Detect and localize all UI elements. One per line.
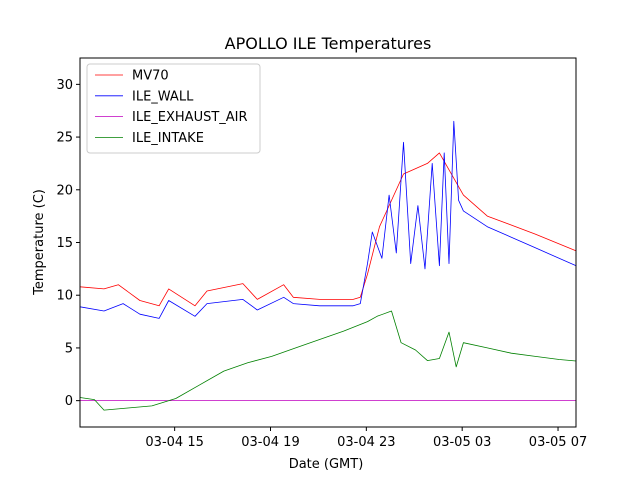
y-tick-label: 25 xyxy=(56,131,73,146)
legend-box xyxy=(86,63,261,154)
y-tick-label: 0 xyxy=(65,394,73,409)
x-tick-label: 03-04 19 xyxy=(241,435,299,450)
y-tick-label: 20 xyxy=(56,183,73,198)
legend-label: ILE_WALL xyxy=(132,89,194,104)
y-tick-label: 5 xyxy=(65,341,73,356)
series-line-3 xyxy=(80,310,576,411)
legend-label: ILE_EXHAUST_AIR xyxy=(132,110,248,125)
legend-label: ILE_INTAKE xyxy=(132,131,204,146)
x-tick-label: 03-04 23 xyxy=(337,435,395,450)
x-axis: 03-04 15 03-04 19 03-04 23 03-05 03 03-05 07 xyxy=(145,427,587,450)
legend: MV70 ILE_WALL ILE_EXHAUST_AIR ILE_INTAKE xyxy=(86,63,261,154)
x-tick-label: 03-05 03 xyxy=(433,435,491,450)
x-tick-label: 03-04 15 xyxy=(145,435,203,450)
y-axis: 0 5 10 15 20 25 30 xyxy=(56,78,80,409)
series-line-0 xyxy=(80,152,576,307)
x-axis-label: Date (GMT) xyxy=(289,457,364,472)
x-tick-label: 03-05 07 xyxy=(529,435,587,450)
y-tick-label: 15 xyxy=(56,236,73,251)
y-tick-label: 30 xyxy=(56,78,73,93)
y-tick-label: 10 xyxy=(56,289,73,304)
series-layer xyxy=(80,120,576,411)
legend-label: MV70 xyxy=(132,69,169,84)
chart-title: APOLLO ILE Temperatures xyxy=(225,34,432,53)
series-line-1 xyxy=(80,120,576,319)
y-axis-label: Temperature (C) xyxy=(32,189,47,296)
